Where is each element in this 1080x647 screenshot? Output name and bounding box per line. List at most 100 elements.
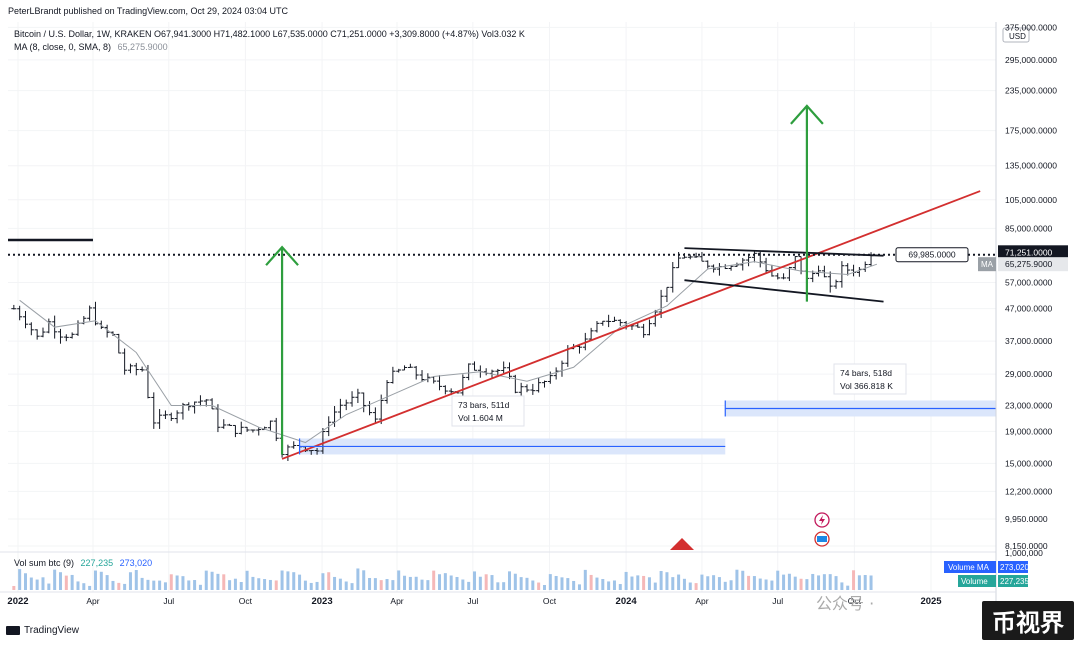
volume-bar [245,570,249,590]
annotations[interactable]: 69,985.0000 73 bars, 511d Vol 1.604 M 74 ba… [8,104,996,550]
currency-badge[interactable] [1002,27,1030,43]
volume-bar [18,569,22,590]
lightning-icon [819,515,825,525]
y-tick-label: 105,000.0000 [1005,195,1057,205]
volume-bar [840,582,844,590]
ohlc-bar [209,398,215,410]
ohlc-bar [792,256,798,271]
volume-bar [560,577,564,590]
last-price-tag [998,245,1068,260]
channel-lower-line[interactable] [684,279,884,303]
volume-legend: Vol sum btc (9) 227,235 273,020 [14,558,152,568]
volume-bar [647,577,651,590]
x-tick-label: Oct [239,596,253,606]
volume-bar [799,578,803,590]
volume-bar [607,581,611,590]
volume-bar [747,575,751,590]
ohlc-bar [716,263,722,276]
ohlc-bar [75,320,81,336]
volume-bar [123,583,127,590]
volume-bar [29,577,33,590]
volume-bar [467,581,471,590]
ohlc-bar [320,428,326,454]
ohlc-bar [472,361,478,371]
volume-bar [589,574,593,590]
volume-bar [420,579,424,590]
ohlc-bar [530,383,536,395]
volume-bar [554,575,558,590]
volume-bar [828,574,832,590]
volume-bar [12,585,16,590]
ma-tag-label: MA [981,260,994,269]
green-arrow[interactable] [265,245,299,455]
resistance-label-box[interactable] [895,247,969,263]
ohlc-bar [588,327,594,340]
volume-bar [198,584,202,590]
volume-bar [496,582,500,590]
event-marker-triangle[interactable] [670,538,694,550]
volume-bar [292,572,296,590]
ohlc-bar [11,304,17,310]
volume-bar [274,580,278,590]
ohlc-bar [501,361,507,374]
ohlc-bar [466,363,472,381]
ohlc-bar [670,262,676,293]
volume-bar [455,576,459,590]
tradingview-brand[interactable]: TradingView [6,625,79,636]
ohlc-bar [547,371,553,384]
volume-bar [770,580,774,590]
ohlc-bar [343,399,349,411]
ohlc-bar [133,362,139,376]
volume-bar [251,576,255,590]
ohlc-bar [238,421,244,435]
last-price-label: 71,251.0000 [1005,247,1053,257]
volume-bar [268,579,272,590]
ohlc-bar [442,385,448,395]
publisher-line: PeterLBrandt published on TradingView.co… [8,6,289,16]
volume-bar [764,579,768,590]
red-trendline[interactable] [281,190,981,460]
ohlc-bar [168,412,174,422]
volume-tag [958,575,996,587]
ohlc-bar [361,392,367,413]
volume-pane [0,551,996,590]
volume-bar [82,583,86,590]
volume-bar [193,580,197,590]
y-tick-label: 375,000.0000 [1005,22,1057,32]
ohlc-bar [687,254,693,260]
x-tick-label: Jul [772,596,783,606]
ohlc-bar [250,429,256,433]
volume-bar [204,570,208,590]
volume-ma-value: 273,020 [1000,563,1029,572]
date-range-bars: 73 bars, 511d [458,400,510,410]
date-range-volume: Vol 366.818 K [840,381,893,391]
volume-bar [852,570,856,590]
volume-bar [548,574,552,590]
volume-bar [519,577,523,590]
ohlc-bar [862,261,868,272]
green-arrow[interactable] [790,104,824,302]
volume-bar [105,575,109,590]
volume-bar [210,571,214,590]
ohlc-bar [332,406,338,427]
ohlc-bar [285,444,291,462]
volume-bar [338,578,342,590]
ohlc-bar [827,271,833,293]
ma-tag [978,257,996,272]
volume-bar [682,578,686,590]
volume-bar [362,570,366,590]
ohlc-bar [314,447,320,455]
channel-upper-line[interactable] [684,247,884,257]
volume-bar [712,575,716,590]
ohlc-bar [215,404,221,433]
volume-bar [432,570,436,590]
ohlc-bar [186,402,192,411]
ohlc-bar [781,273,787,280]
ohlc-bar [221,419,227,429]
volume-bar [350,583,354,590]
volume-bar [449,575,453,590]
ohlc-bar [728,265,734,271]
